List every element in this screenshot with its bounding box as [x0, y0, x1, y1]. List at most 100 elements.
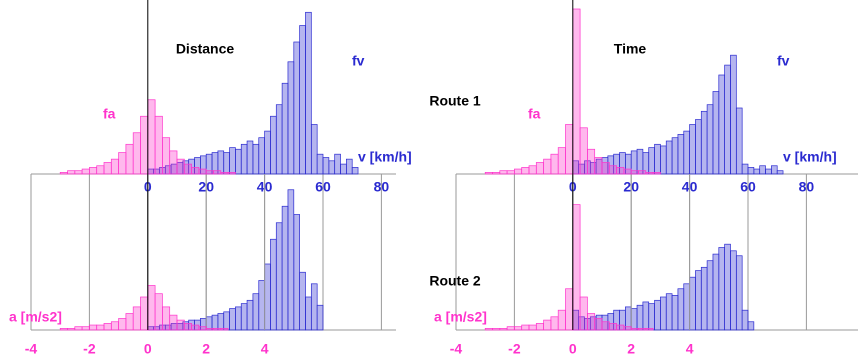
histogram-bar [492, 328, 501, 331]
histogram-bar [665, 140, 673, 175]
histogram-bar [246, 140, 254, 175]
histogram-bar [125, 313, 134, 331]
x-tick-label: -4 [450, 341, 463, 357]
histogram-bar [89, 167, 98, 175]
histogram-bar [351, 167, 359, 175]
histogram-bar [724, 64, 731, 175]
histogram-bar [506, 326, 515, 331]
histogram-bar [211, 314, 219, 331]
axis-label: v [km/h] [783, 149, 837, 165]
histogram-bar [59, 172, 68, 175]
histogram-bar [169, 314, 178, 331]
histogram-bar [223, 311, 230, 331]
histogram-bar [506, 170, 515, 175]
histogram-bar [660, 145, 667, 175]
histogram-bar [712, 91, 720, 175]
histogram-bar [747, 167, 755, 175]
histogram-bar [299, 25, 306, 175]
x-tick-label: 0 [144, 341, 152, 357]
histogram-bar [499, 170, 508, 175]
histogram-bar [110, 321, 119, 331]
histogram-bar [623, 326, 632, 331]
histogram-bar [514, 326, 523, 331]
series-name: fa [103, 106, 116, 122]
histogram-bar [677, 288, 685, 331]
histogram-bar [328, 160, 336, 175]
histogram-bar [334, 153, 341, 175]
histogram-bar [521, 324, 530, 331]
histogram-bar [557, 309, 566, 331]
histogram-bar [132, 306, 141, 331]
x-tick-label: 80 [374, 179, 390, 195]
histogram-bar [147, 99, 156, 175]
histogram-bar [543, 158, 552, 175]
axis-label: v [km/h] [358, 149, 412, 165]
histogram-bar [74, 170, 83, 175]
histogram-bar [281, 82, 289, 175]
histogram-bar [648, 303, 655, 331]
histogram-bar [638, 328, 647, 331]
histogram-bar [735, 255, 743, 331]
histogram-bar [89, 324, 98, 331]
x-tick-label: 0 [569, 341, 577, 357]
histogram-bar [258, 280, 265, 331]
histogram-bar [514, 168, 523, 175]
x-tick-label: 4 [686, 341, 694, 357]
x-tick-label: -2 [508, 341, 521, 357]
histogram-bar [59, 328, 68, 331]
histogram-bar [594, 318, 603, 331]
histogram-bar [310, 283, 318, 331]
histogram-bar [572, 8, 581, 175]
x-tick-label: 4 [261, 341, 269, 357]
histogram-bar [287, 189, 295, 331]
x-tick-label: 80 [799, 179, 815, 195]
histogram-bar [140, 296, 149, 331]
series-name: fa [528, 106, 541, 122]
histogram-bar [579, 127, 588, 175]
histogram-bar [623, 168, 632, 175]
route-label: Route 2 [429, 273, 481, 289]
histogram-bar [246, 299, 254, 331]
histogram-bar [638, 170, 647, 175]
histogram-bar [683, 130, 690, 175]
histogram-bar [140, 115, 149, 175]
histogram-bar [689, 124, 696, 175]
histogram-bar [169, 150, 178, 175]
histogram-bar [499, 328, 508, 331]
histogram-bar [154, 293, 163, 331]
histogram-bar [191, 167, 200, 175]
histogram-bar [270, 115, 277, 175]
histogram-bar [346, 158, 353, 175]
histogram-bar [557, 147, 566, 175]
histogram-bar [162, 137, 171, 175]
histogram-bar [305, 11, 312, 175]
histogram-bar [718, 247, 725, 331]
histogram-bar [287, 61, 295, 175]
histogram-bar [630, 328, 639, 331]
histogram-bar [753, 168, 761, 175]
histogram-bar [281, 205, 289, 331]
histogram-bar [103, 162, 112, 175]
axis-label: a [m/s2] [434, 309, 487, 325]
histogram-bar [299, 271, 306, 331]
histogram-bar [205, 170, 214, 175]
histogram-bar [293, 41, 300, 175]
histogram-bar [683, 283, 690, 331]
histogram-bar [654, 299, 661, 331]
histogram-bar [264, 263, 271, 331]
histogram-bar [601, 162, 610, 175]
histogram-bar [645, 172, 654, 175]
histogram-bar [550, 153, 559, 175]
histogram-bar [103, 323, 112, 331]
histogram-bar [154, 115, 163, 175]
histogram-bar [183, 323, 192, 331]
histogram-bar [310, 124, 318, 175]
histogram-bar [730, 250, 737, 331]
histogram-bar [671, 137, 679, 175]
histogram-bar [252, 293, 260, 331]
histogram-bar [608, 323, 617, 331]
histogram-bar [677, 134, 685, 175]
x-tick-label: 60 [740, 179, 756, 195]
histogram-bar [550, 316, 559, 331]
histogram-bar [572, 204, 581, 331]
